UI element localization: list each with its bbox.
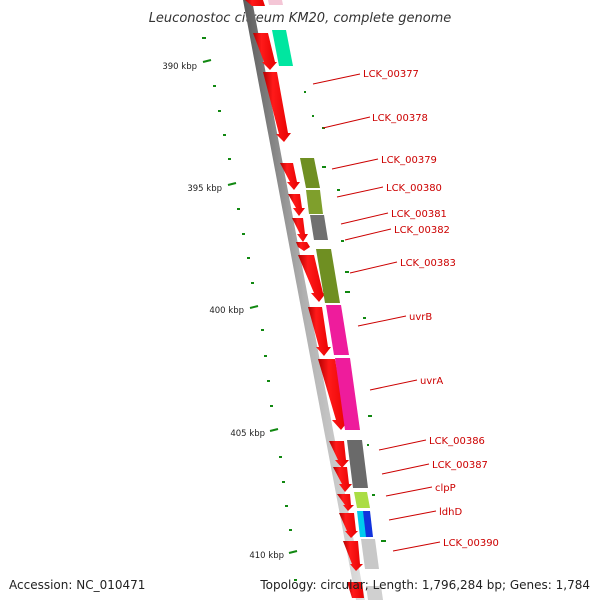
genome-backbone: [243, 0, 365, 600]
label-leader-line: [388, 510, 437, 521]
kbp-label: 395 kbp: [187, 184, 222, 194]
cds-arrow[interactable]: [253, 33, 277, 70]
gene-label[interactable]: LCK_00378: [372, 113, 428, 124]
genome-stats-text: Topology: circular; Length: 1,796,284 bp…: [260, 578, 590, 592]
kbp-label: 400 kbp: [209, 306, 244, 316]
kbp-label: 405 kbp: [230, 429, 265, 439]
feature-block[interactable]: [272, 30, 293, 66]
feature-block[interactable]: [326, 305, 349, 355]
gene-label[interactable]: LCK_00377: [363, 69, 419, 80]
cds-arrow[interactable]: [245, 0, 265, 6]
cds-arrow[interactable]: [308, 307, 331, 356]
gene-label[interactable]: LCK_00381: [391, 209, 447, 220]
forward-strand-genes: [245, 0, 364, 598]
label-leader-line: [336, 186, 384, 198]
major-tick: [202, 59, 212, 63]
label-leader-line: [344, 228, 392, 241]
label-leader-line: [349, 261, 398, 274]
cds-arrow[interactable]: [337, 494, 354, 511]
feature-block[interactable]: [366, 586, 383, 600]
gene-label[interactable]: ldhD: [439, 507, 462, 518]
feature-block[interactable]: [347, 440, 368, 488]
cds-arrow[interactable]: [329, 441, 349, 468]
label-leader-line: [378, 439, 427, 451]
gene-label[interactable]: clpP: [435, 483, 456, 494]
feature-block[interactable]: [354, 492, 370, 508]
cds-arrow[interactable]: [296, 242, 310, 251]
major-tick: [269, 428, 279, 432]
label-leader-line: [381, 463, 430, 475]
label-leader-line: [392, 541, 441, 552]
label-leader-line: [357, 315, 407, 327]
cds-arrow[interactable]: [298, 255, 326, 302]
feature-block[interactable]: [310, 215, 328, 240]
cds-arrow[interactable]: [280, 163, 300, 190]
gene-label[interactable]: LCK_00386: [429, 436, 485, 447]
gene-label[interactable]: LCK_00380: [386, 183, 442, 194]
feature-blocks: [268, 0, 383, 600]
gene-label[interactable]: uvrB: [409, 312, 432, 323]
label-leader-line: [385, 486, 433, 497]
scale-ticks: [202, 37, 386, 581]
accession-text: Accession: NC_010471: [9, 578, 146, 592]
major-tick: [249, 305, 259, 309]
cds-arrow[interactable]: [333, 467, 352, 492]
feature-block[interactable]: [306, 190, 323, 214]
feature-block[interactable]: [268, 0, 283, 5]
cds-arrow[interactable]: [347, 582, 364, 598]
major-tick: [288, 550, 298, 554]
label-leader-line: [331, 158, 379, 170]
cds-arrow[interactable]: [288, 194, 305, 216]
cds-arrow[interactable]: [318, 359, 349, 430]
label-leader-line: [340, 212, 389, 225]
feature-block[interactable]: [300, 158, 320, 188]
kbp-label: 410 kbp: [249, 551, 284, 561]
cds-arrow[interactable]: [343, 541, 363, 571]
gene-label[interactable]: LCK_00379: [381, 155, 437, 166]
cds-arrow[interactable]: [339, 513, 358, 538]
kbp-scale-labels: 390 kbp 395 kbp 400 kbp 405 kbp 410 kbp: [162, 62, 284, 561]
feature-block[interactable]: [361, 539, 379, 569]
gene-label[interactable]: LCK_00390: [443, 538, 499, 549]
label-leader-line: [312, 73, 361, 85]
feature-block[interactable]: [363, 511, 373, 537]
gene-label[interactable]: LCK_00383: [400, 258, 456, 269]
gene-label[interactable]: LCK_00387: [432, 460, 488, 471]
map-title: Leuconostoc citreum KM20, complete genom…: [149, 11, 452, 26]
cds-arrow[interactable]: [263, 72, 291, 142]
feature-block[interactable]: [316, 249, 340, 303]
gene-labels: LCK_00377 LCK_00378 LCK_00379 LCK_00380 LCK_…: [312, 69, 499, 552]
cds-arrow[interactable]: [292, 218, 308, 242]
major-tick: [227, 182, 237, 186]
feature-block[interactable]: [335, 358, 360, 430]
label-leader-line: [322, 116, 371, 129]
gene-label[interactable]: uvrA: [420, 376, 443, 387]
kbp-label: 390 kbp: [162, 62, 197, 72]
label-leader-line: [369, 379, 418, 391]
gene-label[interactable]: LCK_00382: [394, 225, 450, 236]
